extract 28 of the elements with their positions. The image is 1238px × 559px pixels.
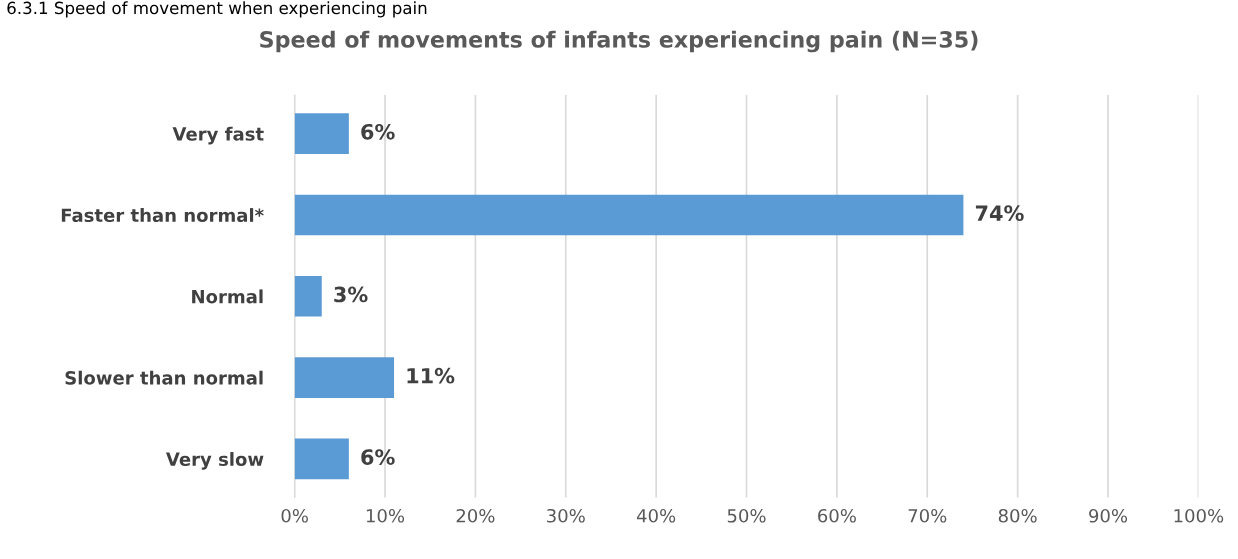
chart-title: Speed of movements of infants experiencing pain (N=35) <box>260 30 978 53</box>
data-label: 6% <box>361 449 395 465</box>
data-label: 6% <box>361 123 395 140</box>
bar <box>294 194 964 236</box>
bar <box>294 438 349 480</box>
bar <box>294 275 322 317</box>
x-tick-label: 80% <box>998 508 1037 523</box>
bar <box>294 357 395 398</box>
x-tick-label: 30% <box>547 508 585 523</box>
y-tick-label: Faster than normal* <box>61 208 264 223</box>
x-tick-label: 20% <box>456 508 495 523</box>
data-label: 3% <box>334 286 368 303</box>
x-tick-label: 90% <box>1089 508 1128 523</box>
data-label: 11% <box>407 367 455 384</box>
x-tick-label: 100% <box>1174 508 1224 523</box>
x-tick-label: 10% <box>366 508 405 523</box>
y-tick-label: Slower than normal <box>65 370 263 385</box>
bar <box>294 113 349 154</box>
y-tick-label: Very fast <box>172 126 264 145</box>
x-tick-label: 50% <box>727 508 766 523</box>
x-tick-label: 0% <box>281 508 308 523</box>
x-tick-label: 60% <box>818 508 856 523</box>
x-tick-label: 70% <box>908 508 947 523</box>
x-tick-label: 40% <box>636 508 676 523</box>
y-tick-label: Very slow <box>165 452 264 470</box>
text: 6.3.1 Speed of movement when experiencing pain <box>7 1 427 18</box>
data-label: 74% <box>975 205 1024 222</box>
y-tick-label: Normal <box>192 289 263 304</box>
